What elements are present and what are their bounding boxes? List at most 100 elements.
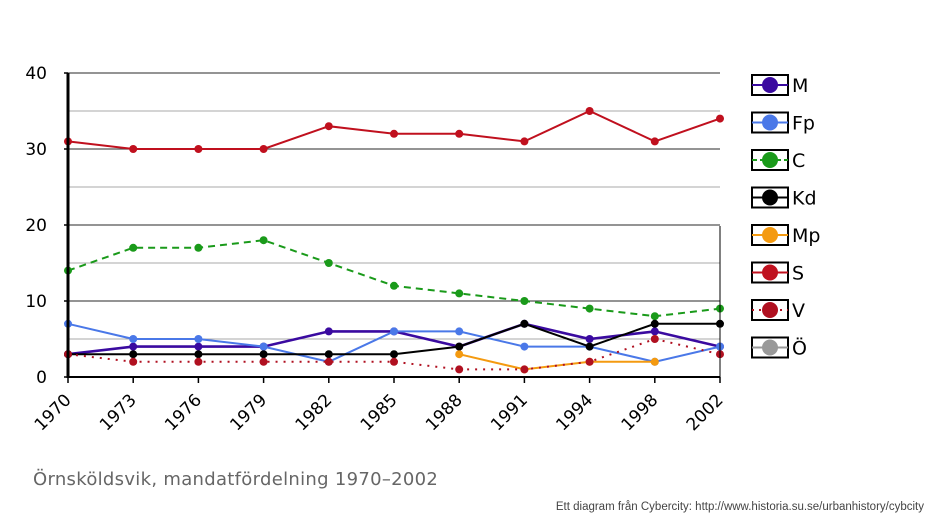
legend-label: Fp [792, 113, 815, 135]
series-C [64, 236, 724, 321]
data-point [390, 357, 398, 366]
x-axis-ticks: 1970 1973 1976 1979 1982 1985 1988 1991 1994 1998… [31, 377, 728, 435]
y-tick-label: 0 [36, 368, 47, 388]
legend-item-Mp: Mp [751, 224, 820, 247]
legend-label: Ö [792, 337, 807, 360]
data-point [585, 335, 594, 343]
data-point [650, 335, 659, 343]
legend-label: V [792, 300, 805, 322]
data-point [585, 304, 594, 313]
data-point [455, 327, 464, 336]
series-Mp [455, 350, 659, 374]
data-point [520, 297, 529, 305]
legend-item-M: M [751, 74, 808, 97]
data-point [129, 342, 138, 351]
x-tick-label: 1973 [96, 390, 141, 435]
source-credit: Ett diagram från Cybercity: http://www.h… [555, 501, 924, 513]
y-tick-label: 20 [25, 216, 47, 236]
data-point [259, 342, 268, 351]
data-point [259, 236, 268, 245]
data-point [650, 327, 659, 336]
x-tick-label: 1998 [618, 390, 663, 435]
data-point [455, 129, 464, 138]
data-point [194, 342, 203, 351]
data-point [324, 350, 333, 359]
legend-key-marker [762, 77, 778, 93]
legend-label: M [792, 75, 808, 97]
y-tick-label: 10 [25, 292, 47, 312]
data-point [455, 289, 464, 298]
data-point [455, 342, 464, 351]
chart-caption: Örnsköldsvik, mandatfördelning 1970–2002 [33, 469, 439, 490]
data-point [194, 243, 203, 252]
legend-label: Kd [792, 188, 817, 210]
data-point [585, 342, 594, 351]
data-point [259, 145, 268, 153]
x-tick-label: 1982 [292, 390, 337, 435]
x-tick-label: 1988 [422, 390, 467, 435]
x-tick-label: 1976 [161, 390, 206, 435]
data-point [390, 129, 398, 138]
legend-label: C [792, 150, 805, 172]
legend-key-marker [762, 302, 778, 318]
data-point [194, 350, 203, 359]
legend-key-marker [762, 339, 778, 356]
legend-key-marker [762, 227, 778, 243]
series-S [64, 107, 724, 153]
legend-key-marker [762, 264, 778, 281]
data-point [520, 137, 529, 146]
data-point [390, 350, 398, 359]
data-point [390, 327, 398, 336]
data-point [129, 145, 138, 153]
data-point [194, 145, 203, 153]
legend-key-marker [762, 189, 778, 206]
y-axis-ticks: 0 10 20 30 40 [25, 64, 68, 388]
data-point [129, 350, 138, 359]
data-point [129, 243, 138, 252]
data-point [520, 319, 529, 328]
legend-item-Fp: Fp [751, 111, 815, 135]
legend-label: Mp [792, 225, 820, 247]
x-tick-label: 1979 [226, 390, 271, 435]
data-point [650, 357, 659, 366]
x-tick-label: 1994 [552, 390, 597, 435]
data-point [259, 357, 268, 366]
legend-item-C: C [751, 149, 805, 172]
data-point [129, 335, 138, 343]
data-point [520, 365, 529, 374]
data-point [455, 365, 464, 374]
legend-item-S: S [751, 261, 804, 285]
data-point [390, 281, 398, 290]
data-point [129, 357, 138, 366]
x-tick-label: 1991 [487, 390, 532, 435]
series-line [67, 337, 721, 371]
data-point [455, 350, 464, 359]
data-point [650, 312, 659, 321]
legend-label: S [792, 263, 804, 285]
series-line [458, 353, 655, 371]
y-tick-label: 40 [25, 64, 47, 84]
data-point [259, 350, 268, 359]
data-point [194, 357, 203, 366]
data-point [716, 114, 724, 123]
data-point [650, 319, 659, 328]
data-point [650, 137, 659, 146]
data-point [520, 342, 529, 351]
data-point [585, 357, 594, 366]
data-point [324, 327, 333, 336]
legend-item-Kd: Kd [751, 186, 817, 210]
x-tick-label: 2002 [683, 390, 728, 435]
data-point [194, 335, 203, 343]
data-point [324, 259, 333, 267]
data-point [324, 357, 333, 366]
series-lines [64, 107, 724, 374]
data-point [585, 107, 594, 115]
legend-key-marker [762, 114, 778, 131]
series-line [67, 239, 721, 318]
x-tick-label: 1970 [31, 390, 76, 435]
y-tick-label: 30 [25, 140, 47, 160]
legend-item-Ö: Ö [751, 336, 807, 360]
legend-item-V: V [751, 299, 805, 322]
x-tick-label: 1985 [357, 390, 402, 435]
